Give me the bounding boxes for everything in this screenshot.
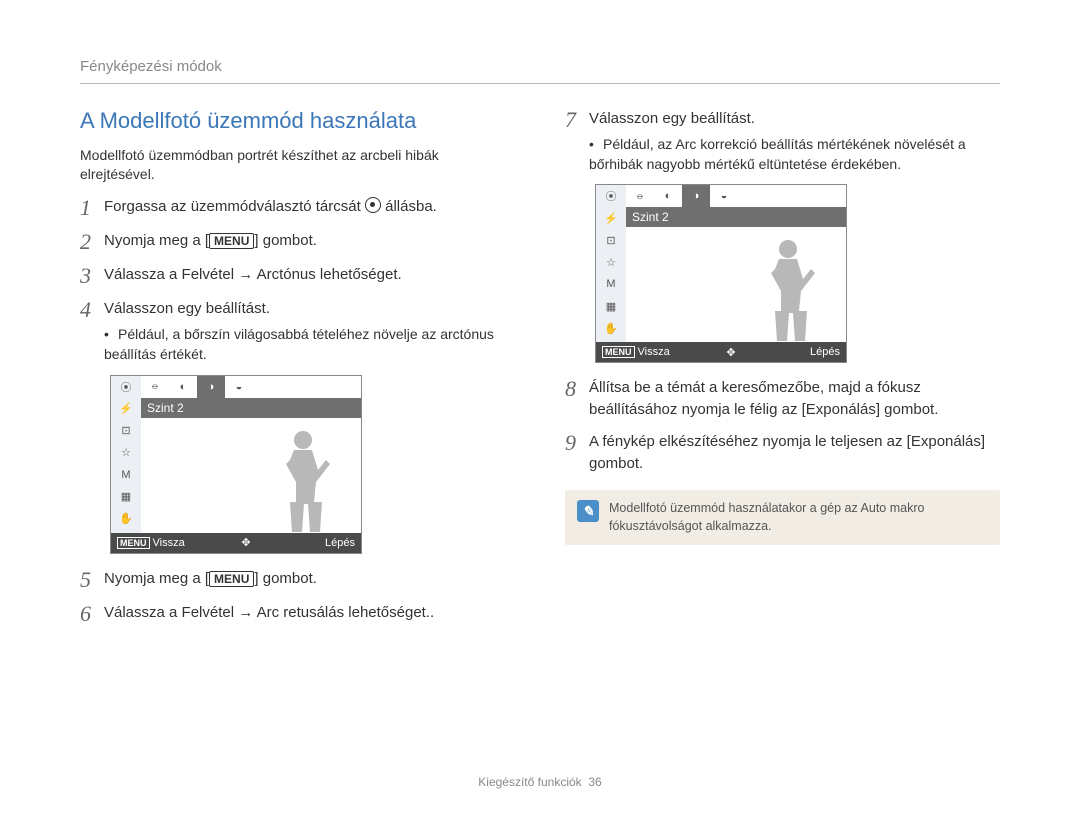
- menu-button-label: MENU: [209, 233, 254, 249]
- info-note: ✎ Modellfotó üzemmód használatakor a gép…: [565, 490, 1000, 545]
- sidebar-icon: ▦: [596, 295, 626, 317]
- sidebar-icon: ⦿: [596, 185, 626, 207]
- sidebar-icon: ⦿: [111, 376, 141, 398]
- step-number: 3: [80, 264, 104, 288]
- step-text: Válasszon egy beállítást. •Például, a bő…: [104, 298, 515, 364]
- two-column-layout: A Modellfotó üzemmód használata Modellfo…: [80, 108, 1000, 636]
- person-silhouette-icon: [761, 237, 816, 342]
- step-number: 5: [80, 568, 104, 592]
- page-footer: Kiegészítő funkciók 36: [0, 775, 1080, 789]
- sidebar-icon: ☆: [111, 442, 141, 464]
- steps-list-left: 1 Forgassa az üzemmódválasztó tárcsát ál…: [80, 196, 515, 365]
- footer-page-number: 36: [588, 775, 601, 789]
- sidebar-icon: M: [111, 464, 141, 486]
- nav-icon: ✥: [241, 537, 250, 549]
- step-text: Válassza a Felvétel → Arctónus lehetőség…: [104, 264, 515, 286]
- intro-text: Modellfotó üzemmódban portrét készíthet …: [80, 146, 515, 184]
- text: Forgassa az üzemmódválasztó tárcsát: [104, 198, 365, 215]
- lcd-top-row: ⦵ ◐ ◑ ◒: [626, 185, 846, 207]
- text: Válasszon egy beállítást.: [589, 110, 755, 127]
- mode-dial-icon: [365, 197, 381, 213]
- footer-label: Kiegészítő funkciók: [478, 775, 581, 789]
- step-text: A fénykép elkészítéséhez nyomja le telje…: [589, 431, 1000, 475]
- text: állásba.: [385, 198, 437, 215]
- section-header: Fényképezési módok: [80, 58, 1000, 84]
- step-number: 6: [80, 602, 104, 626]
- sidebar-icon: ▦: [111, 486, 141, 508]
- step-text: Válassza a Felvétel → Arc retusálás lehe…: [104, 602, 515, 624]
- step-text: Nyomja meg a [MENU] gombot.: [104, 230, 515, 252]
- lcd-main: ⦵ ◐ ◑ ◒ Szint 2: [626, 185, 846, 342]
- camera-screen-illustration: ⦿ ⚡ ⊡ ☆ M ▦ ✋ ⦵ ◐ ◑ ◒: [110, 375, 362, 554]
- page-title: A Modellfotó üzemmód használata: [80, 108, 515, 134]
- step-number: 9: [565, 431, 589, 455]
- step-text: Válasszon egy beállítást. •Például, az A…: [589, 108, 1000, 174]
- level-option: ◒: [710, 185, 738, 207]
- step-text: Forgassa az üzemmódválasztó tárcsát állá…: [104, 196, 515, 218]
- info-icon: ✎: [577, 500, 599, 522]
- steps-list-right-cont: 8 Állítsa be a témát a keresőmezőbe, maj…: [565, 377, 1000, 474]
- steps-list-left-cont: 5 Nyomja meg a [MENU] gombot. 6 Válassza…: [80, 568, 515, 626]
- sidebar-icon: ✋: [111, 508, 141, 530]
- step-number: 8: [565, 377, 589, 401]
- step-number: 4: [80, 298, 104, 322]
- sidebar-icon: M: [596, 273, 626, 295]
- lcd-preview: [141, 418, 361, 533]
- step-number: 1: [80, 196, 104, 220]
- sub-bullet: •Például, az Arc korrekció beállítás mér…: [589, 134, 1000, 175]
- lcd-sidebar: ⦿ ⚡ ⊡ ☆ M ▦ ✋: [111, 376, 141, 533]
- sidebar-icon: ☆: [596, 251, 626, 273]
- lcd-preview: [626, 227, 846, 342]
- text: Például, az Arc korrekció beállítás mért…: [589, 136, 966, 172]
- camera-screen-illustration: ⦿ ⚡ ⊡ ☆ M ▦ ✋ ⦵ ◐ ◑ ◒: [595, 184, 847, 363]
- step-label: Lépés: [780, 346, 846, 358]
- sidebar-icon: ⊡: [596, 229, 626, 251]
- step-text: Nyomja meg a [MENU] gombot.: [104, 568, 515, 590]
- level-option: ⦵: [141, 376, 169, 398]
- step-text: Állítsa be a témát a keresőmezőbe, majd …: [589, 377, 1000, 421]
- menu-button-label: MENU: [209, 571, 254, 587]
- lcd-top-row: ⦵ ◐ ◑ ◒: [141, 376, 361, 398]
- level-option: ⦵: [626, 185, 654, 207]
- level-label: Szint 2: [626, 207, 846, 227]
- back-label: Vissza: [638, 346, 670, 358]
- text: Nyomja meg a [: [104, 570, 209, 587]
- sidebar-icon: ✋: [596, 317, 626, 339]
- lcd-bottom-bar: MENUVissza ✥ Lépés: [596, 342, 846, 362]
- step-number: 2: [80, 230, 104, 254]
- step-label: Lépés: [295, 537, 361, 549]
- level-option: ◒: [225, 376, 253, 398]
- right-column: 7 Válasszon egy beállítást. •Például, az…: [565, 108, 1000, 636]
- level-option: ◐: [654, 185, 682, 207]
- sidebar-icon: ⊡: [111, 420, 141, 442]
- back-label: Vissza: [153, 537, 185, 549]
- sub-bullet: •Például, a bőrszín világosabbá tételéhe…: [104, 324, 515, 365]
- level-option-selected: ◑: [682, 185, 710, 207]
- text: Nyomja meg a [: [104, 232, 209, 249]
- page: Fényképezési módok A Modellfotó üzemmód …: [0, 0, 1080, 636]
- lcd-main: ⦵ ◐ ◑ ◒ Szint 2: [141, 376, 361, 533]
- level-option: ◐: [169, 376, 197, 398]
- left-column: A Modellfotó üzemmód használata Modellfo…: [80, 108, 515, 636]
- lcd-sidebar: ⦿ ⚡ ⊡ ☆ M ▦ ✋: [596, 185, 626, 342]
- level-label: Szint 2: [141, 398, 361, 418]
- menu-btn-icon: MENU: [117, 537, 150, 549]
- nav-icon: ✥: [726, 347, 735, 359]
- step-number: 7: [565, 108, 589, 132]
- text: ] gombot.: [254, 232, 317, 249]
- sidebar-icon: ⚡: [596, 207, 626, 229]
- steps-list-right: 7 Válasszon egy beállítást. •Például, az…: [565, 108, 1000, 174]
- sidebar-icon: ⚡: [111, 398, 141, 420]
- note-text: Modellfotó üzemmód használatakor a gép a…: [609, 500, 988, 535]
- menu-btn-icon: MENU: [602, 346, 635, 358]
- text: ] gombot.: [254, 570, 317, 587]
- text: Válasszon egy beállítást.: [104, 300, 270, 317]
- lcd-bottom-bar: MENUVissza ✥ Lépés: [111, 533, 361, 553]
- level-option-selected: ◑: [197, 376, 225, 398]
- person-silhouette-icon: [276, 428, 331, 533]
- text: Például, a bőrszín világosabbá tételéhez…: [104, 326, 494, 362]
